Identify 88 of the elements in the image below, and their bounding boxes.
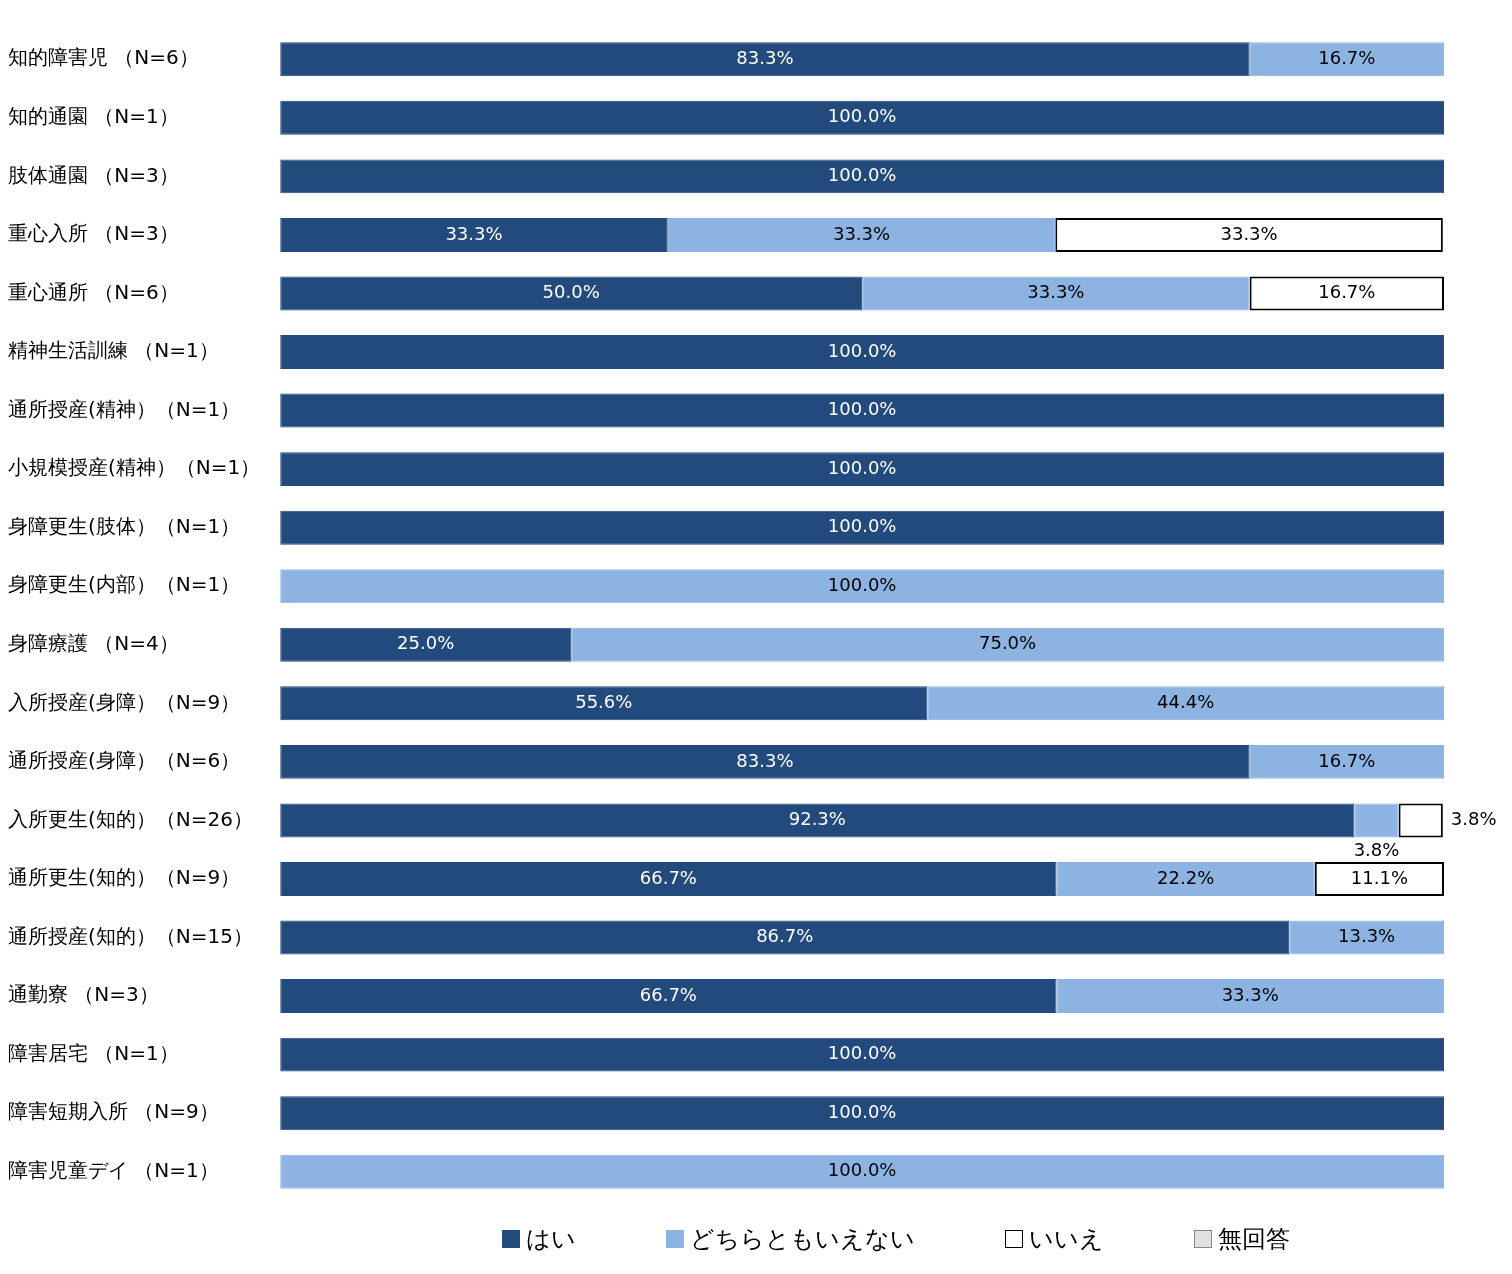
- y-tick-label: 入所更生(知的）（N=26）: [8, 806, 253, 831]
- y-tick-label: 通勤寮 （N=3）: [8, 982, 159, 1007]
- y-tick-label: 通所授産(精神）（N=1）: [8, 396, 241, 421]
- bar: [927, 686, 1444, 721]
- bar: [667, 217, 1056, 252]
- y-tick-label: 身障療護 （N=4）: [8, 630, 179, 655]
- bar: [280, 1154, 1444, 1189]
- data-label: 100.0%: [827, 339, 897, 361]
- data-label: 100.0%: [827, 398, 897, 420]
- data-label: 100.0%: [827, 164, 897, 186]
- data-label: 100.0%: [827, 515, 897, 537]
- y-tick-label: 障害児童デイ （N=1）: [8, 1157, 219, 1182]
- bar: [1249, 42, 1444, 77]
- bar: [280, 1037, 1444, 1072]
- data-label: 33.3%: [832, 222, 891, 244]
- bar: [1056, 979, 1444, 1014]
- data-label: 100.0%: [827, 456, 897, 478]
- data-label: 100.0%: [827, 1159, 897, 1181]
- data-label: 100.0%: [827, 105, 897, 127]
- y-tick-label: 身障更生(肢体）（N=1）: [8, 513, 241, 538]
- data-label: 33.3%: [445, 222, 503, 244]
- data-label: 100.0%: [827, 1042, 897, 1064]
- bar: [280, 862, 1057, 896]
- bar: [280, 42, 1250, 77]
- data-label: 75.0%: [979, 632, 1037, 654]
- bar: [1289, 920, 1444, 955]
- bar: [280, 979, 1057, 1014]
- bar: [571, 627, 1444, 662]
- data-label: 33.3%: [1220, 222, 1278, 244]
- y-tick-label: 入所授産(身障）（N=9）: [8, 689, 241, 714]
- data-label: 25.0%: [397, 632, 455, 654]
- y-tick-label: 知的障害児 （N=6）: [8, 45, 199, 70]
- data-label: 16.7%: [1318, 46, 1376, 68]
- data-label: 44.4%: [1157, 691, 1215, 712]
- data-label: 83.3%: [736, 749, 794, 771]
- data-label: 66.7%: [639, 983, 697, 1005]
- legend-label: どちらともいえない: [690, 1224, 915, 1255]
- legend-label: 無回答: [1218, 1224, 1290, 1255]
- y-tick-label: 小規模授産(精神）（N=1）: [8, 455, 261, 480]
- data-label: 13.3%: [1338, 925, 1396, 947]
- bar: [1249, 744, 1444, 779]
- bar: [280, 159, 1444, 194]
- bar: [280, 1096, 1444, 1131]
- bar: [280, 217, 668, 252]
- y-tick-label: 知的通園 （N=1）: [8, 104, 179, 129]
- data-label: 16.7%: [1318, 749, 1376, 771]
- bar: [280, 510, 1444, 545]
- bar: [280, 100, 1444, 135]
- data-label: 55.6%: [575, 691, 633, 712]
- y-tick-label: 肢体通園 （N=3）: [8, 162, 179, 187]
- bar: [280, 744, 1250, 779]
- data-label: 66.7%: [639, 866, 697, 888]
- y-tick-label: 障害居宅 （N=1）: [8, 1040, 179, 1065]
- y-tick-label: 通所授産(身障）（N=6）: [8, 748, 241, 773]
- y-tick-label: 通所授産(知的）（N=15）: [8, 923, 253, 948]
- legend-label: いいえ: [1029, 1224, 1104, 1255]
- bar: [280, 452, 1444, 487]
- bar: [1056, 862, 1315, 896]
- data-label: 22.2%: [1157, 866, 1215, 888]
- bar: [280, 276, 863, 311]
- y-tick-label: 重心入所 （N=3）: [8, 221, 179, 246]
- legend-label: はい: [526, 1224, 576, 1255]
- data-label: 83.3%: [736, 46, 794, 68]
- y-tick-label: 精神生活訓練 （N=1）: [8, 338, 219, 363]
- bar: [1354, 803, 1399, 838]
- y-tick-label: 障害短期入所 （N=9）: [8, 1099, 219, 1124]
- data-label: 3.8%: [1450, 808, 1497, 830]
- data-label: 86.7%: [756, 925, 814, 947]
- data-label: 92.3%: [788, 808, 846, 830]
- bar: [280, 920, 1290, 955]
- bar: [280, 335, 1444, 370]
- bar: [862, 276, 1250, 311]
- data-label: 50.0%: [542, 281, 600, 303]
- data-label: 33.3%: [1027, 281, 1085, 303]
- bar: [280, 393, 1444, 428]
- y-tick-label: 通所更生(知的）（N=9）: [8, 865, 241, 890]
- y-tick-label: 重心通所 （N=6）: [8, 279, 179, 304]
- data-label: 11.1%: [1350, 866, 1409, 888]
- bar: [280, 803, 1355, 838]
- data-label: 16.7%: [1318, 281, 1376, 303]
- data-label: 100.0%: [827, 573, 897, 595]
- data-label: 100.0%: [827, 1100, 897, 1122]
- bar: [280, 627, 572, 662]
- data-label: 33.3%: [1221, 983, 1279, 1005]
- bar: [280, 686, 928, 721]
- bar: [280, 569, 1444, 604]
- y-tick-label: 身障更生(内部）（N=1）: [8, 572, 241, 597]
- data-label: 3.8%: [1353, 839, 1400, 861]
